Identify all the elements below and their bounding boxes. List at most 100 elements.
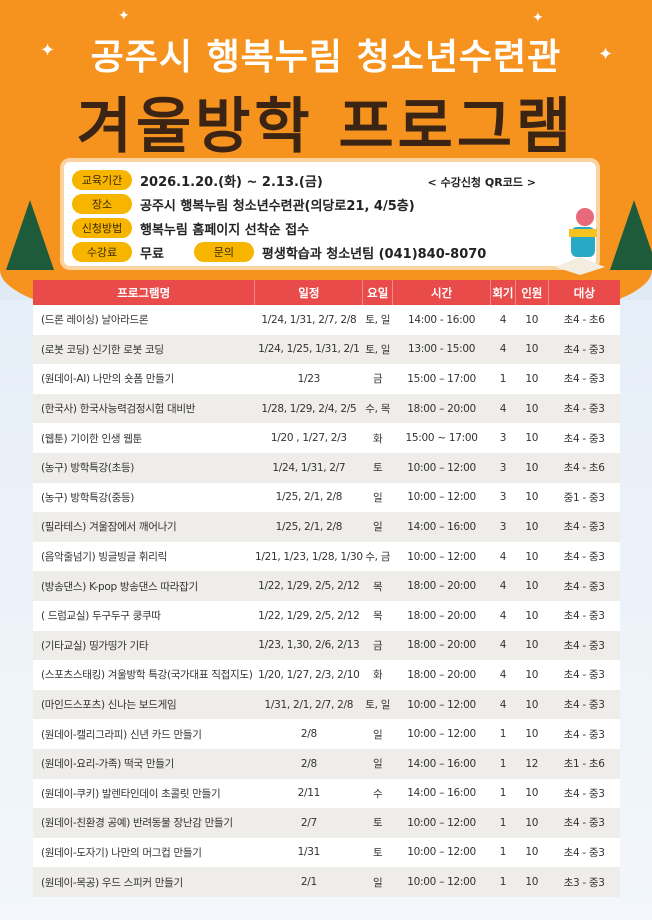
weekday-cell: 일 (362, 482, 393, 513)
column-header: 프로그램명 (33, 280, 256, 305)
time-cell: 14:00 – 16:00 (392, 512, 491, 542)
column-header: 회기 (490, 280, 516, 305)
capacity-cell: 10 (515, 630, 549, 661)
schedule-cell: 2/8 (254, 748, 363, 779)
table-row: (방송댄스) K-pop 방송댄스 따라잡기 1/22, 1/29, 2/5, 2… (33, 571, 620, 601)
target-cell: 초4 - 중3 (548, 689, 620, 720)
target-cell: 초4 - 중3 (548, 512, 620, 542)
program-name-cell: (방송댄스) K-pop 방송댄스 따라잡기 (33, 571, 255, 601)
schedule-cell: 1/20, 1/27, 2/3, 2/10 (254, 660, 363, 690)
sessions-cell: 4 (490, 571, 516, 601)
weekday-cell: 화 (362, 660, 393, 690)
table-row: (농구) 방학특강(초등) 1/24, 1/31, 2/7 토 10:00 – 12:… (33, 452, 620, 483)
weekday-cell: 일 (362, 719, 393, 749)
star-icon: ✦ (118, 8, 130, 24)
program-name-cell: (로봇 코딩) 신기한 로봇 코딩 (33, 334, 255, 365)
column-header: 요일 (362, 280, 394, 305)
sessions-cell: 1 (490, 364, 516, 394)
weekday-cell: 수, 금 (362, 541, 393, 572)
star-icon: ✦ (598, 44, 614, 65)
schedule-cell: 1/23 (254, 364, 363, 394)
table-row: (원데이-캘리그라피) 신년 카드 만들기 2/8 일 10:00 – 12:00 1 1… (33, 719, 620, 749)
column-header: 시간 (392, 280, 491, 305)
table-row: (웹툰) 기이한 인생 웹툰 1/20 , 1/27, 2/3 화 15:00 ~ 1… (33, 423, 620, 453)
sessions-cell: 4 (490, 660, 516, 690)
weekday-cell: 목 (362, 600, 393, 631)
schedule-cell: 1/31, 2/1, 2/7, 2/8 (254, 689, 363, 720)
program-name-cell: ( 드럼교실) 두구두구 쿵쿠따 (33, 600, 255, 631)
sessions-cell: 1 (490, 778, 516, 809)
time-cell: 14:00 – 16:00 (392, 748, 491, 779)
time-cell: 18:00 – 20:00 (392, 660, 491, 690)
weekday-cell: 일 (362, 867, 393, 897)
sessions-cell: 1 (490, 748, 516, 779)
star-icon: ✦ (532, 10, 544, 26)
schedule-cell: 1/24, 1/25, 1/31, 2/1 (254, 334, 363, 365)
schedule-cell: 1/22, 1/29, 2/5, 2/12 (254, 600, 363, 631)
program-table: 프로그램명 일정 요일 시간 회기 인원 대상 (드론 레이싱) 날아라드론 1/24, 1/… (33, 280, 620, 897)
contact-value: 평생학습과 청소년팀 (041)840-8070 (261, 246, 487, 262)
program-name-cell: (농구) 방학특강(중등) (33, 482, 255, 513)
fee-label: 수강료 (72, 242, 132, 262)
sessions-cell: 4 (490, 334, 516, 365)
program-name-cell: (필라테스) 겨울잠에서 깨어나기 (33, 512, 255, 542)
sessions-cell: 4 (490, 689, 516, 720)
time-cell: 10:00 – 12:00 (392, 689, 491, 720)
capacity-cell: 10 (515, 778, 549, 809)
time-cell: 15:00 ~ 17:00 (392, 423, 491, 453)
sessions-cell: 4 (490, 630, 516, 661)
capacity-cell: 10 (515, 867, 549, 897)
weekday-cell: 금 (362, 364, 393, 394)
target-cell: 중1 - 중3 (548, 482, 620, 513)
program-name-cell: (원데이-요리-가족) 떡국 만들기 (33, 748, 255, 779)
sessions-cell: 3 (490, 423, 516, 453)
target-cell: 초4 - 중3 (548, 837, 620, 868)
table-row: (원데이-AI) 나만의 숏폼 만들기 1/23 금 15:00 – 17:00 1 10… (33, 364, 620, 394)
capacity-cell: 10 (515, 482, 549, 513)
page-title: 겨울방학 프로그램 (76, 92, 576, 162)
capacity-cell: 10 (515, 689, 549, 720)
sessions-cell: 3 (490, 512, 516, 542)
table-row: (기타교실) 띵가띵가 기타 1/23, 1,30, 2/6, 2/13 금 18:0… (33, 630, 620, 661)
target-cell: 초1 - 초6 (548, 748, 620, 779)
program-name-cell: (원데이-목공) 우드 스피커 만들기 (33, 867, 255, 897)
time-cell: 10:00 – 12:00 (392, 541, 491, 572)
sessions-cell: 1 (490, 867, 516, 897)
contact-label: 문의 (193, 242, 254, 262)
table-row: (원데이-도자기) 나만의 머그컵 만들기 1/31 토 10:00 – 12:00 1… (33, 837, 620, 868)
time-cell: 18:00 – 20:00 (392, 571, 491, 601)
target-cell: 초4 - 중3 (548, 541, 620, 572)
weekday-cell: 목 (362, 571, 393, 601)
table-row: (스포츠스태킹) 겨울방학 특강(국가대표 직접지도) 1/20, 1/27, 2… (33, 660, 620, 690)
sessions-cell: 3 (490, 482, 516, 513)
table-row: (농구) 방학특강(중등) 1/25, 2/1, 2/8 일 10:00 – 12:0… (33, 482, 620, 513)
target-cell: 초4 - 중3 (548, 423, 620, 453)
weekday-cell: 화 (362, 423, 393, 453)
capacity-cell: 10 (515, 512, 549, 542)
column-header: 일정 (254, 280, 364, 305)
capacity-cell: 10 (515, 600, 549, 631)
sessions-cell: 4 (490, 305, 516, 335)
table-row: (음악줄넘기) 빙글빙글 휘리릭 1/21, 1/23, 1/28, 1/30 수,… (33, 541, 620, 572)
capacity-cell: 12 (515, 748, 549, 779)
schedule-cell: 1/22, 1/29, 2/5, 2/12 (254, 571, 363, 601)
time-cell: 18:00 – 20:00 (392, 393, 491, 424)
weekday-cell: 수, 목 (362, 393, 393, 424)
sessions-cell: 1 (490, 837, 516, 868)
program-name-cell: (스포츠스태킹) 겨울방학 특강(국가대표 직접지도) (33, 660, 255, 690)
sessions-cell: 3 (490, 452, 516, 483)
time-cell: 10:00 – 12:00 (392, 837, 491, 868)
weekday-cell: 토 (362, 452, 393, 483)
weekday-cell: 토, 일 (362, 689, 393, 720)
table-row: ( 드럼교실) 두구두구 쿵쿠따 1/22, 1/29, 2/5, 2/12 목 18… (33, 600, 620, 631)
capacity-cell: 10 (515, 452, 549, 483)
fee-value: 무료 (140, 246, 164, 262)
capacity-cell: 10 (515, 423, 549, 453)
table-row: (드론 레이싱) 날아라드론 1/24, 1/31, 2/7, 2/8 토, 일 14… (33, 305, 620, 335)
time-cell: 14:00 – 16:00 (392, 778, 491, 809)
schedule-cell: 2/1 (254, 867, 363, 897)
time-cell: 15:00 – 17:00 (392, 364, 491, 394)
program-name-cell: (농구) 방학특강(초등) (33, 452, 255, 483)
schedule-cell: 1/24, 1/31, 2/7 (254, 452, 363, 483)
target-cell: 초4 - 중3 (548, 571, 620, 601)
